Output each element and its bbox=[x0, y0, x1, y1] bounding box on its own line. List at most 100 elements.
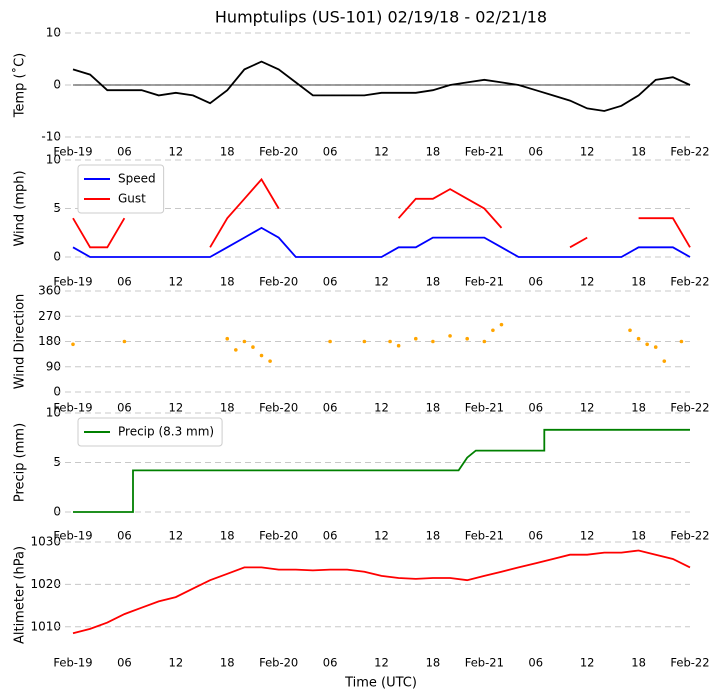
y-tick-label: 90 bbox=[46, 359, 61, 373]
data-point bbox=[388, 339, 392, 344]
chart-title: Humptulips (US-101) 02/19/18 - 02/21/18 bbox=[215, 8, 547, 27]
x-tick-label: 18 bbox=[220, 275, 235, 289]
x-tick-label: Feb-19 bbox=[53, 529, 92, 543]
x-tick-label: 06 bbox=[528, 145, 543, 159]
y-axis-label: Precip (mm) bbox=[13, 423, 28, 502]
x-tick-label: 18 bbox=[426, 145, 441, 159]
x-tick-label: Feb-21 bbox=[465, 275, 504, 289]
y-tick-label: -10 bbox=[41, 130, 61, 144]
x-tick-label: 18 bbox=[631, 656, 646, 670]
x-tick-label: 06 bbox=[117, 401, 132, 415]
x-tick-label: 06 bbox=[117, 656, 132, 670]
x-tick-label: Feb-20 bbox=[259, 401, 298, 415]
data-line bbox=[72, 549, 691, 635]
y-axis-label: Altimeter (hPa) bbox=[13, 546, 28, 644]
x-tick-label: Feb-21 bbox=[465, 529, 504, 543]
data-point bbox=[396, 343, 401, 348]
x-tick-label: 12 bbox=[374, 401, 389, 415]
data-point bbox=[71, 342, 75, 347]
data-point bbox=[653, 345, 658, 349]
y-axis-label: Temp (˚C) bbox=[12, 53, 28, 119]
y-tick-label: 10 bbox=[46, 26, 61, 40]
x-axis-label: Time (UTC) bbox=[344, 676, 417, 691]
x-tick-label: 18 bbox=[631, 529, 646, 543]
x-tick-label: Feb-20 bbox=[259, 145, 298, 159]
x-tick-label: Feb-22 bbox=[670, 275, 709, 289]
legend-label: Precip (8.3 mm) bbox=[118, 425, 214, 439]
data-point bbox=[628, 328, 632, 333]
x-tick-label: Feb-19 bbox=[53, 275, 92, 289]
x-tick-label: 06 bbox=[323, 656, 338, 670]
x-tick-label: 18 bbox=[426, 529, 441, 543]
legend-label: Speed bbox=[118, 172, 156, 186]
legend: Speed Gust bbox=[77, 164, 165, 214]
data-point bbox=[662, 359, 667, 363]
x-tick-label: 06 bbox=[117, 529, 132, 543]
data-line bbox=[73, 428, 690, 513]
y-tick-label: 10 bbox=[46, 153, 61, 167]
data-line bbox=[209, 177, 280, 248]
legend-box bbox=[77, 164, 165, 214]
x-tick-label: Feb-20 bbox=[259, 529, 298, 543]
x-tick-label: Feb-21 bbox=[465, 401, 504, 415]
x-tick-label: 12 bbox=[374, 275, 389, 289]
x-tick-label: 18 bbox=[631, 401, 646, 415]
x-tick-label: 12 bbox=[169, 529, 184, 543]
data-point bbox=[431, 339, 435, 344]
x-tick-label: 18 bbox=[631, 145, 646, 159]
data-point bbox=[328, 339, 332, 344]
x-tick-label: Feb-21 bbox=[465, 656, 504, 670]
x-tick-label: 06 bbox=[528, 275, 543, 289]
x-tick-label: 06 bbox=[323, 275, 338, 289]
x-tick-label: 06 bbox=[117, 145, 132, 159]
x-tick-label: Feb-20 bbox=[259, 275, 298, 289]
x-tick-label: 18 bbox=[426, 401, 441, 415]
x-tick-label: 06 bbox=[323, 145, 338, 159]
data-point bbox=[225, 336, 230, 341]
x-tick-label: 06 bbox=[528, 656, 543, 670]
y-tick-label: 360 bbox=[38, 284, 61, 298]
data-point bbox=[465, 336, 469, 341]
x-tick-label: 18 bbox=[220, 656, 235, 670]
x-tick-label: Feb-19 bbox=[53, 401, 92, 415]
legend-box bbox=[77, 417, 223, 447]
y-tick-label: 1030 bbox=[30, 535, 61, 549]
data-point bbox=[268, 359, 272, 363]
x-tick-label: Feb-19 bbox=[53, 145, 92, 159]
data-point bbox=[362, 339, 367, 344]
data-line bbox=[72, 60, 691, 112]
legend-label: Gust bbox=[118, 192, 146, 206]
data-point bbox=[482, 339, 487, 344]
data-line bbox=[569, 236, 588, 249]
x-tick-label: 06 bbox=[528, 401, 543, 415]
x-tick-label: 06 bbox=[528, 529, 543, 543]
x-tick-label: Feb-21 bbox=[465, 145, 504, 159]
x-tick-label: 12 bbox=[374, 145, 389, 159]
x-tick-label: 06 bbox=[323, 401, 338, 415]
data-point bbox=[259, 353, 264, 358]
data-point bbox=[679, 339, 684, 344]
x-tick-label: Feb-22 bbox=[670, 656, 709, 670]
y-tick-label: 180 bbox=[38, 334, 61, 348]
data-point bbox=[636, 336, 641, 341]
x-tick-label: 06 bbox=[323, 529, 338, 543]
x-tick-label: 12 bbox=[580, 529, 595, 543]
x-tick-label: Feb-19 bbox=[53, 656, 92, 670]
data-point bbox=[242, 339, 247, 344]
data-line bbox=[72, 217, 126, 249]
x-tick-label: 18 bbox=[220, 401, 235, 415]
x-tick-label: 18 bbox=[220, 145, 235, 159]
data-point bbox=[448, 334, 452, 338]
x-tick-label: 12 bbox=[169, 656, 184, 670]
x-tick-label: 18 bbox=[220, 529, 235, 543]
x-tick-label: 12 bbox=[580, 656, 595, 670]
data-point bbox=[122, 339, 127, 344]
x-tick-label: 12 bbox=[169, 401, 184, 415]
data-line bbox=[397, 188, 503, 229]
x-tick-label: Feb-22 bbox=[670, 529, 709, 543]
x-tick-label: 12 bbox=[580, 275, 595, 289]
data-line bbox=[72, 226, 691, 258]
x-tick-label: Feb-22 bbox=[670, 145, 709, 159]
x-tick-label: Feb-20 bbox=[259, 656, 298, 670]
